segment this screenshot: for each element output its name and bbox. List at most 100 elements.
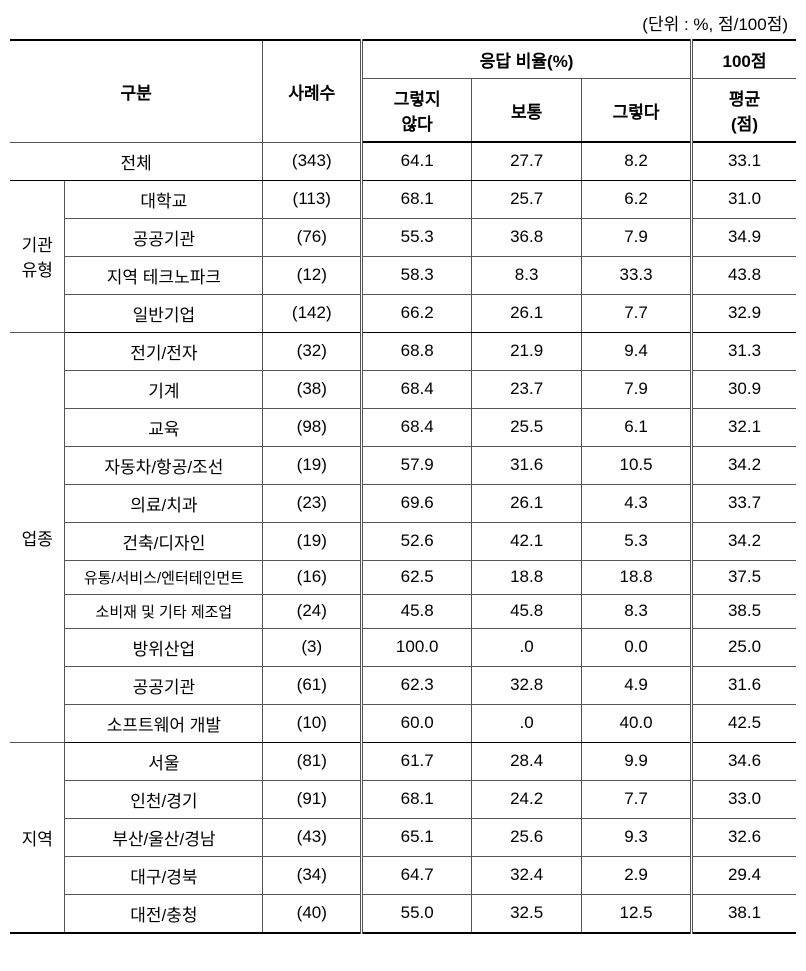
table-row: 대전/충청(40)55.032.512.538.1 — [10, 894, 796, 933]
row-score: 32.6 — [692, 818, 797, 856]
row-yes: 7.7 — [582, 780, 692, 818]
row-cases: (81) — [263, 742, 362, 780]
row-normal: 21.9 — [472, 332, 582, 370]
row-label: 의료/치과 — [65, 484, 263, 522]
row-label: 지역 테크노파크 — [65, 256, 263, 294]
table-row: 지역서울(81)61.728.49.934.6 — [10, 742, 796, 780]
row-no: 68.4 — [362, 408, 472, 446]
row-yes: 40.0 — [582, 704, 692, 742]
header-cases: 사례수 — [263, 40, 362, 142]
row-normal: 26.1 — [472, 294, 582, 332]
row-yes: 4.9 — [582, 666, 692, 704]
row-score: 33.0 — [692, 780, 797, 818]
row-score: 33.7 — [692, 484, 797, 522]
row-label: 소프트웨어 개발 — [65, 704, 263, 742]
row-score: 38.1 — [692, 894, 797, 933]
row-score: 34.2 — [692, 522, 797, 560]
row-score: 31.0 — [692, 180, 797, 218]
row-score: 32.9 — [692, 294, 797, 332]
row-score: 32.1 — [692, 408, 797, 446]
row-yes: 18.8 — [582, 560, 692, 594]
unit-label: (단위 : %, 점/100점) — [10, 10, 796, 35]
row-label: 인천/경기 — [65, 780, 263, 818]
row-no: 62.5 — [362, 560, 472, 594]
row-no: 64.7 — [362, 856, 472, 894]
row-no: 60.0 — [362, 704, 472, 742]
row-cases: (19) — [263, 446, 362, 484]
category-cell: 업종 — [10, 332, 65, 742]
row-cases: (38) — [263, 370, 362, 408]
survey-table: 구분 사례수 응답 비율(%) 100점 그렇지 않다 보통 그렇다 평균(점)… — [10, 39, 796, 934]
row-cases: (24) — [263, 594, 362, 628]
table-row: 방위산업(3)100.0.00.025.0 — [10, 628, 796, 666]
header-gubun: 구분 — [10, 40, 263, 142]
row-cases: (76) — [263, 218, 362, 256]
total-normal: 27.7 — [472, 142, 582, 180]
row-normal: .0 — [472, 704, 582, 742]
row-normal: 23.7 — [472, 370, 582, 408]
row-normal: 25.5 — [472, 408, 582, 446]
total-label: 전체 — [10, 142, 263, 180]
row-yes: 0.0 — [582, 628, 692, 666]
total-score: 33.1 — [692, 142, 797, 180]
row-no: 69.6 — [362, 484, 472, 522]
row-no: 100.0 — [362, 628, 472, 666]
table-body: 전체(343)64.127.78.233.1기관 유형대학교(113)68.12… — [10, 142, 796, 933]
row-yes: 12.5 — [582, 894, 692, 933]
row-normal: 31.6 — [472, 446, 582, 484]
row-label: 대구/경북 — [65, 856, 263, 894]
table-row: 인천/경기(91)68.124.27.733.0 — [10, 780, 796, 818]
row-label: 부산/울산/경남 — [65, 818, 263, 856]
row-no: 66.2 — [362, 294, 472, 332]
row-yes: 9.3 — [582, 818, 692, 856]
row-cases: (91) — [263, 780, 362, 818]
row-no: 68.8 — [362, 332, 472, 370]
row-normal: .0 — [472, 628, 582, 666]
row-label: 교육 — [65, 408, 263, 446]
row-yes: 6.2 — [582, 180, 692, 218]
table-row: 소비재 및 기타 제조업(24)45.845.88.338.5 — [10, 594, 796, 628]
header-yes: 그렇다 — [582, 79, 692, 143]
row-yes: 7.9 — [582, 370, 692, 408]
table-row: 건축/디자인(19)52.642.15.334.2 — [10, 522, 796, 560]
table-row: 유통/서비스/엔터테인먼트(16)62.518.818.837.5 — [10, 560, 796, 594]
row-no: 55.0 — [362, 894, 472, 933]
row-no: 65.1 — [362, 818, 472, 856]
row-label: 대전/충청 — [65, 894, 263, 933]
row-normal: 36.8 — [472, 218, 582, 256]
table-row: 기관 유형대학교(113)68.125.76.231.0 — [10, 180, 796, 218]
row-normal: 24.2 — [472, 780, 582, 818]
header-normal: 보통 — [472, 79, 582, 143]
row-cases: (113) — [263, 180, 362, 218]
row-no: 68.1 — [362, 180, 472, 218]
row-normal: 32.4 — [472, 856, 582, 894]
row-normal: 32.5 — [472, 894, 582, 933]
table-row: 부산/울산/경남(43)65.125.69.332.6 — [10, 818, 796, 856]
total-cases: (343) — [263, 142, 362, 180]
row-yes: 8.3 — [582, 594, 692, 628]
row-label: 대학교 — [65, 180, 263, 218]
header-score-bot: 평균(점) — [692, 79, 797, 143]
table-row: 교육(98)68.425.56.132.1 — [10, 408, 796, 446]
row-yes: 7.9 — [582, 218, 692, 256]
row-score: 34.2 — [692, 446, 797, 484]
row-normal: 28.4 — [472, 742, 582, 780]
table-row: 소프트웨어 개발(10)60.0.040.042.5 — [10, 704, 796, 742]
row-no: 58.3 — [362, 256, 472, 294]
row-label: 공공기관 — [65, 218, 263, 256]
row-normal: 18.8 — [472, 560, 582, 594]
row-yes: 10.5 — [582, 446, 692, 484]
row-label: 서울 — [65, 742, 263, 780]
row-cases: (10) — [263, 704, 362, 742]
row-score: 38.5 — [692, 594, 797, 628]
row-yes: 2.9 — [582, 856, 692, 894]
row-no: 62.3 — [362, 666, 472, 704]
row-label: 자동차/항공/조선 — [65, 446, 263, 484]
table-row: 일반기업(142)66.226.17.732.9 — [10, 294, 796, 332]
row-cases: (12) — [263, 256, 362, 294]
row-normal: 45.8 — [472, 594, 582, 628]
table-row: 의료/치과(23)69.626.14.333.7 — [10, 484, 796, 522]
total-yes: 8.2 — [582, 142, 692, 180]
row-label: 공공기관 — [65, 666, 263, 704]
table-row: 대구/경북(34)64.732.42.929.4 — [10, 856, 796, 894]
